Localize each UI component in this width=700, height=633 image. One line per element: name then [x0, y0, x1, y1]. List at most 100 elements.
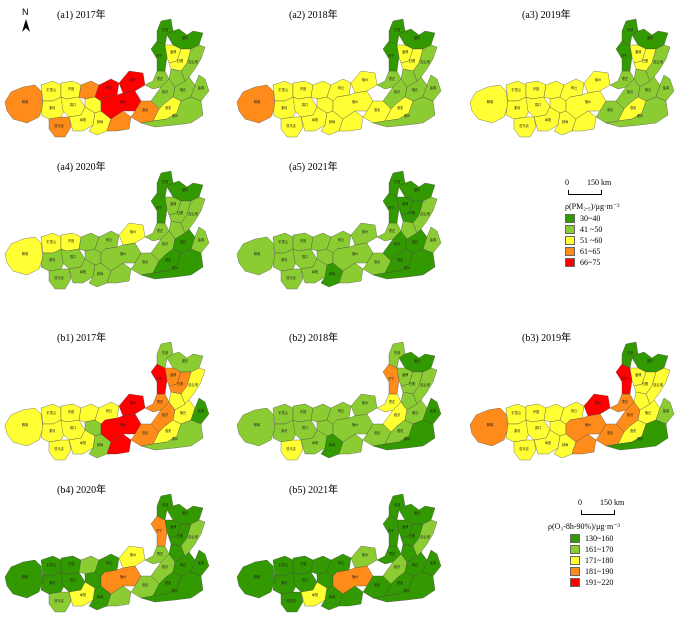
- city-label: 东营: [627, 350, 633, 355]
- city-label: 潍坊: [182, 35, 189, 40]
- city-label: 泰州: [404, 113, 410, 118]
- city-label: 淄博: [170, 201, 177, 206]
- city-label: 济宁: [621, 53, 627, 58]
- city-label: 许昌: [300, 409, 306, 414]
- region-15: [144, 393, 170, 413]
- region-6: [513, 116, 537, 138]
- city-label: 泰州: [637, 113, 643, 118]
- city-label: 周口: [70, 102, 76, 107]
- city-label: 盐城: [430, 560, 437, 565]
- city-label: 济宁: [156, 205, 162, 210]
- city-label: 蚌埠: [329, 119, 336, 124]
- region-0: [4, 407, 44, 447]
- region-13: [106, 110, 132, 132]
- city-label: 淮北: [142, 259, 149, 264]
- city-label: 商丘: [106, 237, 113, 242]
- city-label: 临沂: [162, 241, 169, 246]
- city-label: 阜阳: [545, 117, 551, 122]
- city-label: 许昌: [533, 86, 539, 91]
- city-label: 临沂: [394, 564, 401, 569]
- city-label: 阜阳: [312, 269, 318, 274]
- city-label: 聊城: [254, 99, 261, 104]
- city-label: 泰州: [172, 588, 178, 593]
- city-label: 日照: [409, 382, 416, 386]
- city-label: 宿州: [120, 99, 126, 104]
- region-11: [118, 222, 146, 246]
- city-label: 淮北: [607, 107, 614, 112]
- city-label: 淄博: [635, 49, 642, 54]
- legend-items-o3: 130~160 161~170 171~180 181~190 191~220: [570, 533, 658, 588]
- city-label: 聊城: [254, 422, 261, 427]
- city-label: 淄博: [170, 524, 177, 529]
- region-0: [4, 236, 44, 276]
- panel-title: (a5) 2021年: [289, 160, 338, 173]
- city-label: 连云港: [188, 534, 198, 539]
- city-label: 泰州: [172, 113, 178, 118]
- city-label: 平顶山: [278, 87, 288, 92]
- city-label: 阜阳: [312, 440, 318, 445]
- city-label: 东营: [394, 27, 400, 32]
- city-label: 潍坊: [414, 187, 421, 192]
- legend-label: 181~190: [585, 567, 614, 576]
- region-0: [4, 559, 44, 599]
- city-label: 淮北: [374, 259, 381, 264]
- region-15: [376, 222, 402, 242]
- city-label: 漯河: [281, 428, 288, 433]
- city-label: 潍坊: [414, 35, 421, 40]
- city-label: 临沂: [162, 564, 169, 569]
- city-label: 日照: [177, 211, 184, 215]
- region-13: [338, 433, 364, 455]
- city-label: 商丘: [338, 560, 345, 565]
- city-label: 周口: [302, 577, 308, 582]
- city-label: 济宁: [388, 205, 394, 210]
- region-3: [505, 419, 531, 443]
- region-18: [156, 341, 174, 369]
- city-label: 宿迁: [180, 239, 187, 244]
- city-label: 临沂: [394, 241, 401, 246]
- city-label: 淄博: [635, 372, 642, 377]
- region-6: [48, 439, 72, 461]
- city-label: 周口: [535, 425, 541, 430]
- city-label: 宿州: [352, 99, 358, 104]
- scale-zero: 0: [578, 498, 582, 507]
- city-label: 淄博: [170, 372, 177, 377]
- city-label: 盐城: [198, 85, 205, 90]
- region-3: [272, 419, 298, 443]
- city-label: 阜阳: [80, 269, 86, 274]
- city-label: 济宁: [388, 53, 394, 58]
- city-label: 周口: [70, 254, 76, 259]
- region-13: [338, 110, 364, 132]
- city-label: 许昌: [300, 86, 306, 91]
- region-27: [140, 571, 204, 603]
- region-27: [140, 96, 204, 128]
- legend-label: 66~75: [580, 258, 601, 267]
- city-label: 商丘: [571, 408, 578, 413]
- region-11: [118, 545, 146, 569]
- city-label: 枣庄: [389, 76, 396, 81]
- region-15: [144, 545, 170, 565]
- legend-item: 130~160: [570, 533, 658, 544]
- region-3: [505, 96, 531, 120]
- region-27: [605, 419, 669, 451]
- city-label: 蚌埠: [97, 119, 104, 124]
- city-label: 驻马店: [286, 598, 296, 603]
- city-label: 宿州: [352, 574, 358, 579]
- region-3: [272, 96, 298, 120]
- region-15: [144, 222, 170, 242]
- region-11: [118, 393, 146, 417]
- city-label: 淮北: [142, 430, 149, 435]
- city-label: 日照: [409, 211, 416, 215]
- city-label: 蚌埠: [329, 594, 336, 599]
- city-label: 宿州: [585, 99, 591, 104]
- scale-bar-pm: 0 150 km: [565, 178, 645, 198]
- legend-swatch: [565, 214, 575, 223]
- city-label: 徐州: [595, 400, 601, 405]
- region-3: [40, 571, 66, 595]
- legend-swatch: [570, 545, 580, 554]
- city-label: 聊城: [22, 251, 29, 256]
- city-label: 淮安: [165, 105, 171, 110]
- city-label: 周口: [302, 425, 308, 430]
- city-label: 徐州: [130, 229, 136, 234]
